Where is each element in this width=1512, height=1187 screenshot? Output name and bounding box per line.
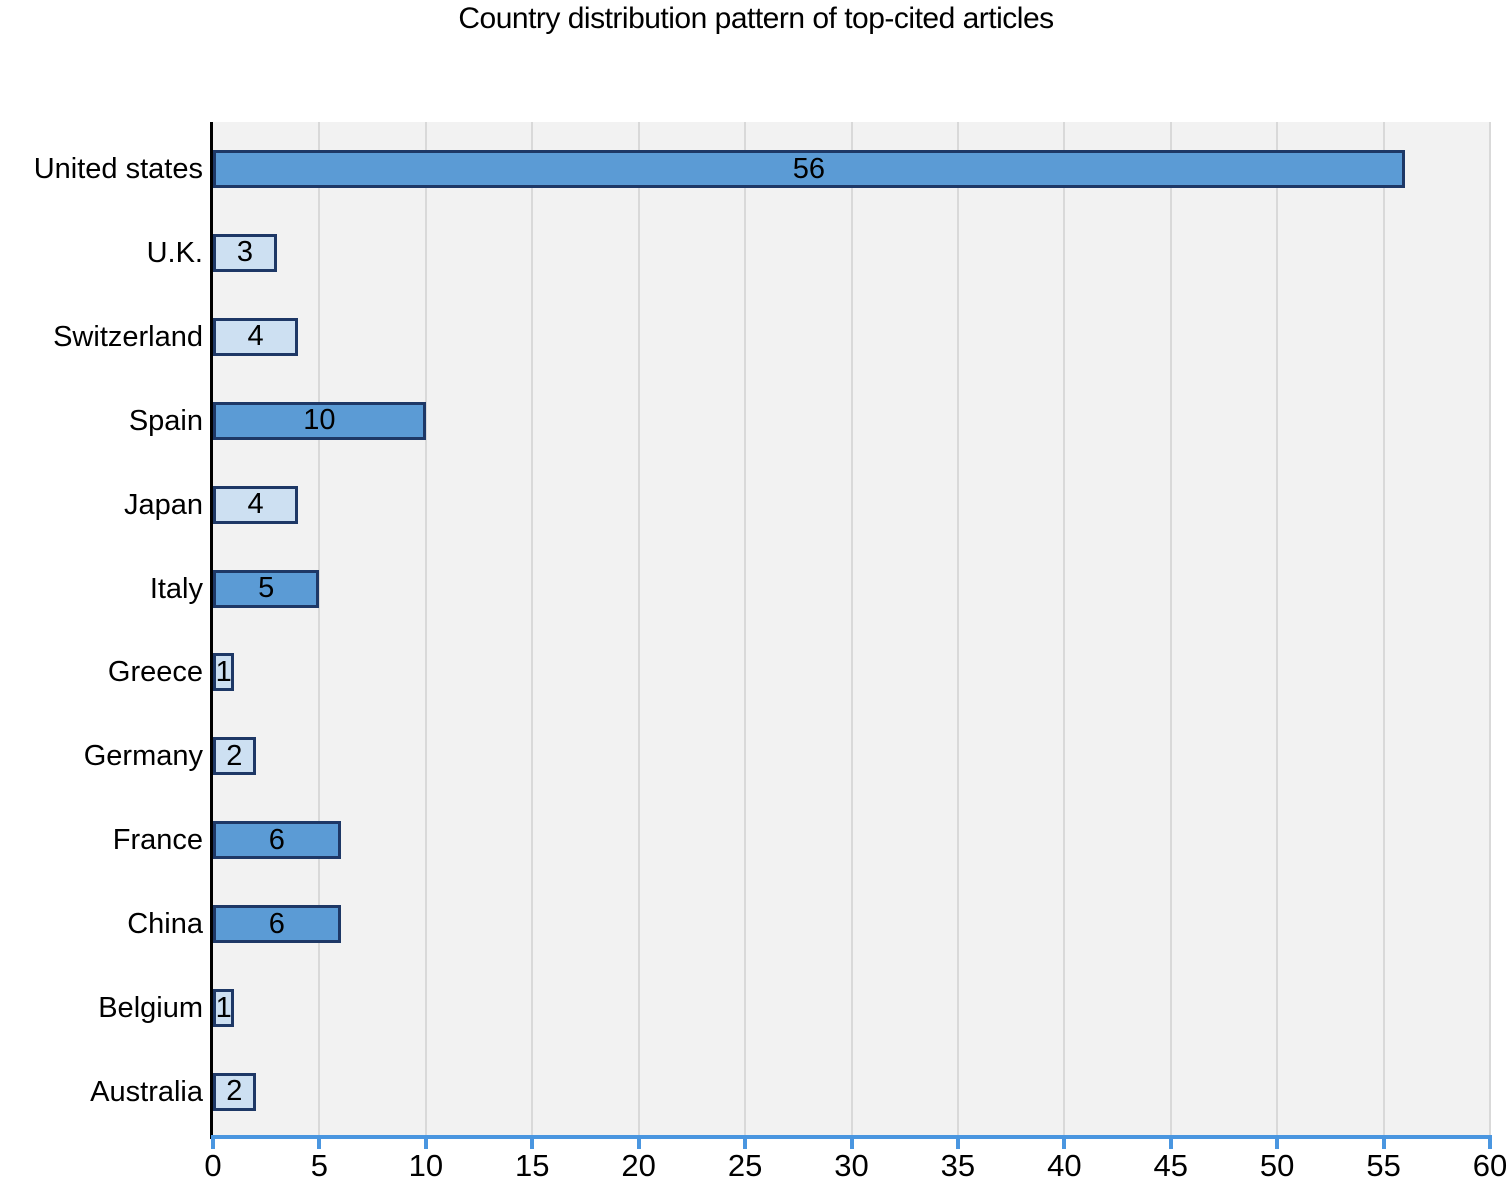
x-tick-label: 30: [834, 1148, 869, 1183]
bar: 6: [213, 821, 341, 860]
y-axis-label: Italy: [149, 572, 203, 605]
gridline: [1489, 122, 1491, 1135]
x-tick-label: 35: [940, 1148, 976, 1183]
bar: 10: [213, 401, 426, 440]
bar: 2: [213, 1072, 256, 1111]
x-tick-label: 15: [515, 1148, 550, 1183]
bar: 2: [213, 737, 256, 776]
x-tick-mark: [423, 1135, 428, 1149]
x-tick-mark: [636, 1135, 641, 1149]
bar-value-label: 1: [215, 991, 232, 1024]
x-tick-mark: [1062, 1135, 1067, 1149]
bar-value-label: 2: [226, 739, 243, 772]
bar-value-label: 4: [247, 488, 264, 521]
x-tick-label: 10: [408, 1148, 444, 1183]
bar-value-label: 56: [792, 152, 826, 185]
x-tick-mark: [530, 1135, 535, 1149]
x-tick-label: 0: [204, 1148, 222, 1183]
gridline: [1169, 122, 1172, 1135]
x-tick-mark: [1488, 1135, 1492, 1149]
bar: 6: [213, 905, 341, 944]
x-tick-label: 20: [621, 1148, 656, 1183]
y-axis-label: Switzerland: [53, 320, 203, 353]
bar-value-label: 6: [268, 823, 285, 856]
y-axis-label: United states: [33, 153, 203, 185]
y-axis-line: [210, 122, 213, 1139]
y-axis-label: France: [112, 824, 203, 857]
bar-value-label: 1: [215, 655, 232, 688]
bar: 1: [213, 989, 235, 1027]
gridline: [744, 122, 747, 1135]
gridline: [1276, 122, 1279, 1135]
gridline: [850, 122, 853, 1135]
x-tick-label: 5: [310, 1148, 329, 1183]
bar: 5: [213, 569, 320, 608]
x-tick-mark: [1275, 1135, 1280, 1149]
y-axis-label: Spain: [128, 404, 203, 437]
bar-value-label: 6: [268, 907, 285, 940]
x-tick-mark: [955, 1135, 960, 1149]
gridline: [1382, 122, 1385, 1135]
bar-value-label: 5: [258, 572, 275, 604]
gridline: [1063, 122, 1066, 1135]
gridline: [956, 122, 959, 1135]
y-axis-label: China: [127, 908, 203, 941]
x-tick-label: 40: [1047, 1148, 1082, 1183]
bar: 4: [213, 317, 299, 356]
y-axis-label: Belgium: [98, 992, 203, 1024]
chart-title: Country distribution pattern of top-cite…: [458, 2, 1054, 35]
bar: 56: [213, 150, 1405, 188]
bar-value-label: 10: [303, 404, 336, 437]
x-tick-mark: [743, 1135, 748, 1149]
x-tick-mark: [1381, 1135, 1386, 1149]
gridline: [637, 122, 640, 1135]
x-tick-mark: [211, 1135, 215, 1149]
x-tick-label: 25: [727, 1148, 763, 1183]
bar-value-label: 3: [236, 236, 253, 269]
gridline: [424, 122, 427, 1135]
gridline: [531, 122, 534, 1135]
y-axis-label: Germany: [83, 740, 203, 773]
y-axis-label: U.K.: [146, 236, 203, 269]
bar-value-label: 2: [226, 1075, 243, 1108]
bar: 4: [213, 485, 299, 524]
x-tick-label: 45: [1153, 1148, 1188, 1183]
x-tick-mark: [317, 1135, 322, 1149]
x-tick-label: 50: [1259, 1148, 1295, 1183]
y-axis-label: Australia: [90, 1075, 203, 1108]
y-axis-label: Greece: [107, 656, 203, 689]
bar: 1: [213, 653, 235, 692]
y-axis-label: Japan: [123, 488, 203, 521]
x-tick-label: 60: [1472, 1148, 1508, 1183]
bar: 3: [213, 233, 277, 272]
gridline: [318, 122, 321, 1135]
bar-value-label: 4: [247, 320, 264, 353]
x-tick-mark: [1168, 1135, 1173, 1149]
plot-area: 56 3 4 10 4 5 1 2 6 6 1 2: [213, 122, 1491, 1135]
x-tick-label: 55: [1366, 1148, 1401, 1183]
x-tick-mark: [849, 1135, 854, 1149]
